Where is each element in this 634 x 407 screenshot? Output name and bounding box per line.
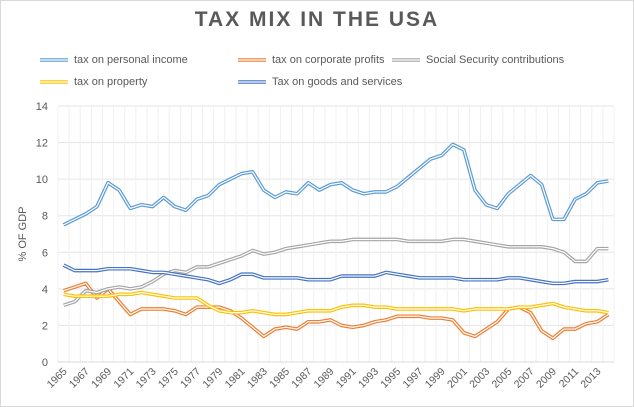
y-axis-label: % OF GDP: [17, 206, 29, 261]
y-tick-label: 2: [42, 320, 48, 332]
x-tick-label: 1997: [401, 366, 426, 391]
x-tick-label: 2001: [445, 366, 470, 391]
legend-swatch: [238, 58, 266, 62]
series-line-inner: [63, 143, 609, 226]
x-tick-label: 1983: [245, 366, 270, 391]
legend-label: tax on property: [74, 76, 148, 88]
y-tick-label: 6: [42, 247, 48, 259]
x-tick-label: 1969: [89, 366, 114, 391]
y-tick-label: 12: [36, 138, 48, 150]
y-tick-label: 10: [36, 174, 48, 186]
x-tick-label: 1981: [223, 366, 248, 391]
x-tick-label: 1979: [200, 366, 225, 391]
x-tick-label: 1987: [289, 366, 314, 391]
x-tick-label: 1967: [67, 366, 92, 391]
series-3: [63, 290, 609, 317]
series-4: [62, 263, 609, 286]
x-tick-label: 1971: [111, 366, 136, 391]
legend-label: tax on corporate profits: [272, 54, 385, 66]
legend-item: tax on property: [40, 76, 147, 88]
x-tick-label: 1985: [267, 366, 292, 391]
legend-item: tax on corporate profits: [238, 54, 385, 66]
legend-swatch: [40, 80, 68, 84]
x-tick-label: 2005: [489, 366, 514, 391]
x-tick-label: 1991: [334, 366, 359, 391]
series-0: [62, 142, 609, 227]
legend-swatch: [40, 58, 68, 62]
legend-label: tax on personal income: [74, 54, 188, 66]
legend-swatch: [392, 58, 420, 62]
series-2: [62, 237, 609, 308]
x-tick-label: 1977: [178, 366, 203, 391]
legend-item: Tax on goods and services: [238, 76, 402, 88]
x-tick-label: 2011: [557, 366, 582, 391]
legend-label: Social Security contributions: [426, 54, 565, 66]
y-tick-label: 0: [42, 357, 48, 369]
series-line-inner: [63, 264, 609, 284]
y-tick-label: 8: [42, 211, 48, 223]
y-tick-label: 4: [42, 284, 48, 296]
legend-item: tax on personal income: [40, 54, 188, 66]
x-tick-label: 2013: [578, 366, 603, 391]
x-tick-label: 1989: [312, 366, 337, 391]
x-tick-label: 2009: [534, 366, 559, 391]
x-tick-label: 2007: [512, 366, 537, 391]
series-line-inner: [63, 291, 609, 316]
x-tick-label: 2003: [467, 366, 492, 391]
x-tick-label: 1973: [134, 366, 159, 391]
x-tick-label: 1975: [156, 366, 181, 391]
x-tick-label: 1965: [45, 366, 70, 391]
x-tick-label: 1999: [423, 366, 448, 391]
y-tick-label: 14: [36, 101, 48, 113]
legend-label: Tax on goods and services: [272, 76, 403, 88]
x-tick-label: 1995: [378, 366, 403, 391]
legend-item: Social Security contributions: [392, 54, 564, 66]
chart-title: TAX MIX IN THE USA: [194, 8, 440, 31]
x-tick-label: 1993: [356, 366, 381, 391]
legend-swatch: [238, 80, 266, 84]
series-line-inner: [63, 238, 609, 306]
